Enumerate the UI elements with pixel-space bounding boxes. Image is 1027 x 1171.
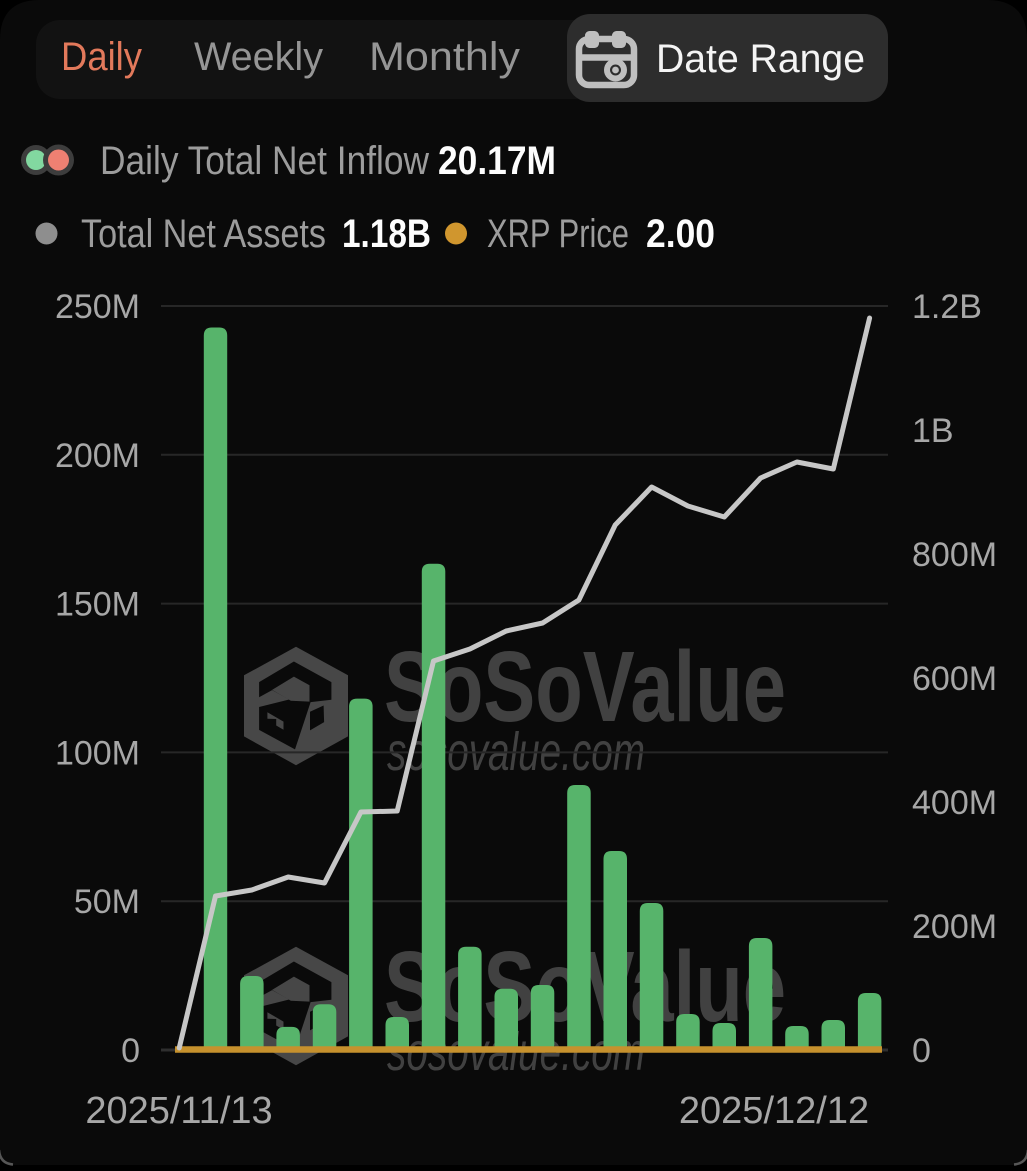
- svg-text:800M: 800M: [912, 536, 997, 574]
- svg-text:600M: 600M: [912, 660, 997, 698]
- svg-text:1B: 1B: [912, 412, 954, 450]
- svg-text:Monthly: Monthly: [369, 35, 520, 79]
- svg-text:200M: 200M: [55, 437, 140, 475]
- svg-text:Weekly: Weekly: [194, 35, 323, 79]
- svg-text:SoSoValue: SoSoValue: [384, 631, 786, 743]
- svg-text:2025/11/13: 2025/11/13: [85, 1090, 272, 1132]
- svg-text:20.17M: 20.17M: [438, 139, 556, 183]
- svg-text:250M: 250M: [55, 288, 140, 326]
- svg-text:2.00: 2.00: [646, 212, 715, 256]
- svg-text:100M: 100M: [55, 734, 140, 772]
- svg-text:1.18B: 1.18B: [342, 212, 431, 256]
- svg-text:0: 0: [121, 1032, 140, 1070]
- svg-text:Daily Total Net Inflow: Daily Total Net Inflow: [100, 139, 429, 183]
- svg-text:2025/12/12: 2025/12/12: [679, 1090, 869, 1132]
- svg-text:Daily: Daily: [61, 35, 142, 79]
- svg-text:400M: 400M: [912, 784, 997, 822]
- svg-text:1.2B: 1.2B: [912, 288, 982, 326]
- svg-text:150M: 150M: [55, 586, 140, 624]
- svg-text:XRP Price: XRP Price: [487, 212, 629, 256]
- svg-text:0: 0: [912, 1032, 931, 1070]
- svg-text:50M: 50M: [74, 883, 140, 921]
- svg-text:200M: 200M: [912, 908, 997, 946]
- svg-text:Date Range: Date Range: [656, 37, 865, 81]
- svg-text:Total Net Assets: Total Net Assets: [81, 212, 326, 256]
